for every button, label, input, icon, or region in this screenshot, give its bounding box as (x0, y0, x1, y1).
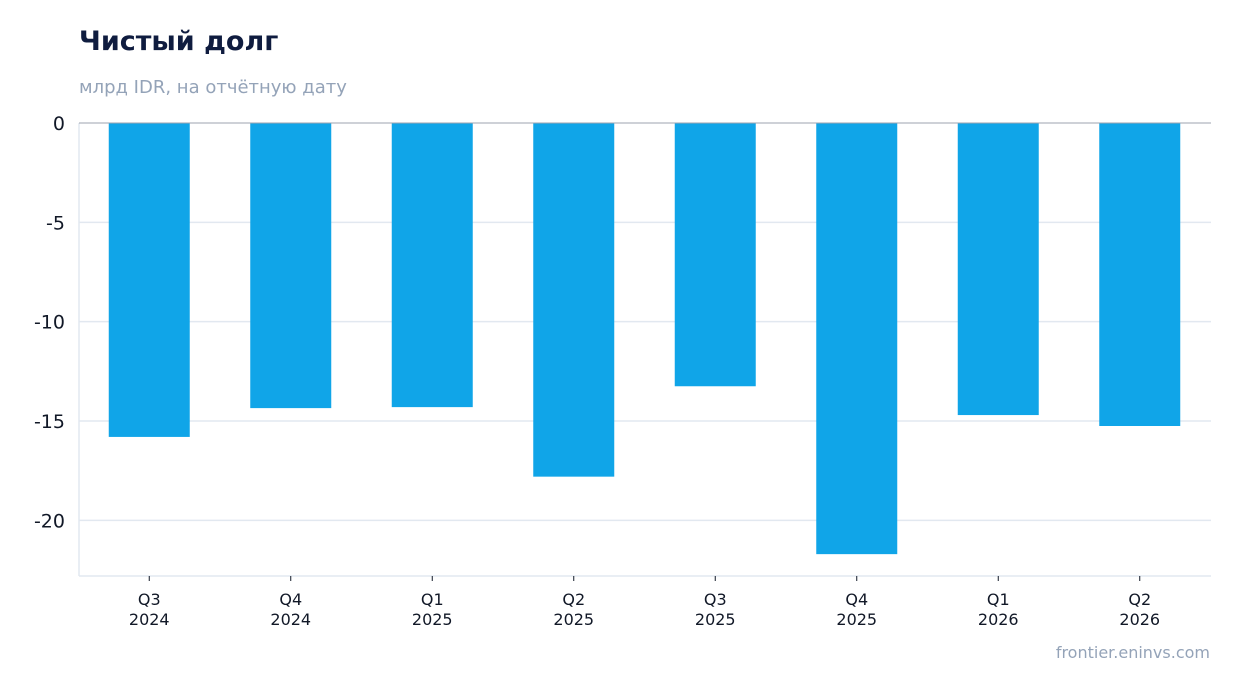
bar (957, 123, 1039, 416)
y-tick-label: -10 (34, 312, 65, 334)
x-tick-label-year: 2026 (1119, 610, 1160, 629)
x-tick-label-quarter: Q2 (1128, 590, 1151, 609)
bar (816, 123, 898, 555)
y-tick-label: -5 (46, 212, 65, 234)
y-tick-label: -20 (34, 510, 65, 532)
y-tick-label: 0 (53, 113, 65, 135)
x-tick-label-quarter: Q3 (138, 590, 161, 609)
x-tick-label-quarter: Q2 (562, 590, 585, 609)
x-tick-label-year: 2025 (695, 610, 736, 629)
bar (533, 123, 615, 477)
x-tick-label-year: 2026 (978, 610, 1019, 629)
source-attribution: frontier.eninvs.com (1055, 643, 1210, 662)
chart-subtitle: млрд IDR, на отчётную дату (79, 77, 347, 98)
bar (391, 123, 473, 408)
x-tick-label-year: 2024 (270, 610, 311, 629)
x-tick-label-quarter: Q1 (987, 590, 1010, 609)
y-tick-label: -15 (34, 411, 65, 433)
x-tick-label-year: 2025 (412, 610, 453, 629)
x-tick-label-quarter: Q1 (421, 590, 444, 609)
chart-title: Чистый долг (79, 26, 279, 57)
bar (674, 123, 756, 387)
x-tick-label-year: 2025 (836, 610, 877, 629)
x-tick-label-year: 2025 (553, 610, 594, 629)
x-tick-label-quarter: Q4 (845, 590, 868, 609)
x-tick-label-year: 2024 (129, 610, 170, 629)
bar (108, 123, 190, 437)
x-tick-label-quarter: Q4 (279, 590, 302, 609)
x-tick-label-quarter: Q3 (704, 590, 727, 609)
bar (1099, 123, 1181, 426)
bar (250, 123, 332, 409)
